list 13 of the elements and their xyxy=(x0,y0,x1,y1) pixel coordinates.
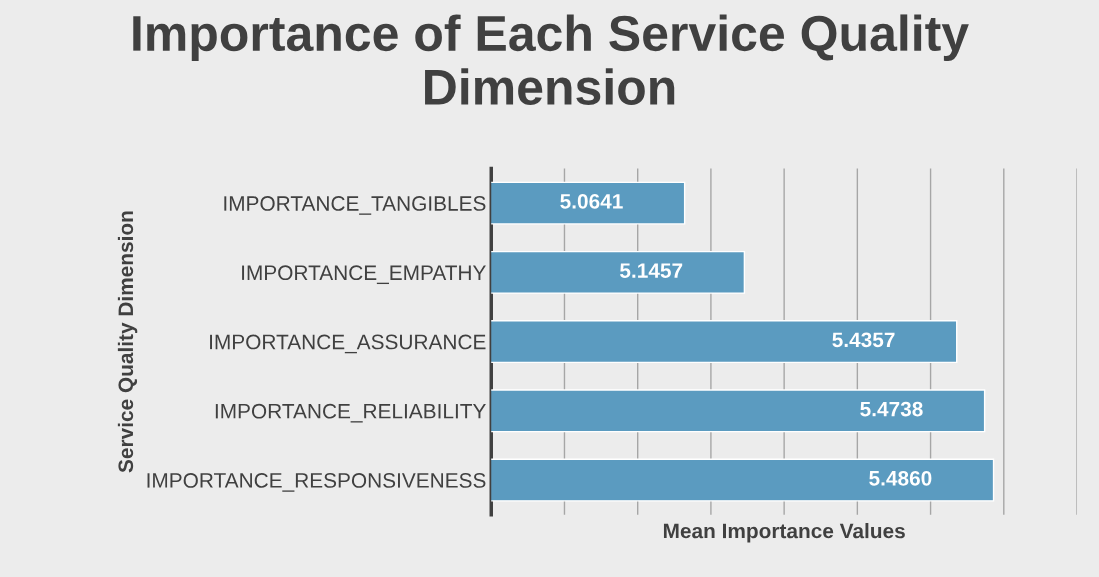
y-tick-label: IMPORTANCE_ASSURANCE xyxy=(210,334,486,354)
y-tick-label: IMPORTANCE_RELIABILITY xyxy=(215,403,486,423)
y-tick-label: IMPORTANCE_TANGIBLES xyxy=(224,196,486,215)
data-label: 5.4860 xyxy=(869,470,932,486)
data-label: 5.4357 xyxy=(832,332,895,348)
chart-title: Importance of Each Service Quality Dimension xyxy=(133,14,969,106)
y-tick-label: IMPORTANCE_EMPATHY xyxy=(242,265,486,285)
data-label: 5.1457 xyxy=(620,263,683,278)
y-tick-label: IMPORTANCE_RESPONSIVENESS xyxy=(147,473,486,492)
data-label: 5.0641 xyxy=(560,193,623,209)
y-axis-title: Service Quality Dimension xyxy=(117,211,138,473)
data-label: 5.4738 xyxy=(860,401,923,417)
x-axis-title: Mean Importance Values xyxy=(663,523,905,543)
